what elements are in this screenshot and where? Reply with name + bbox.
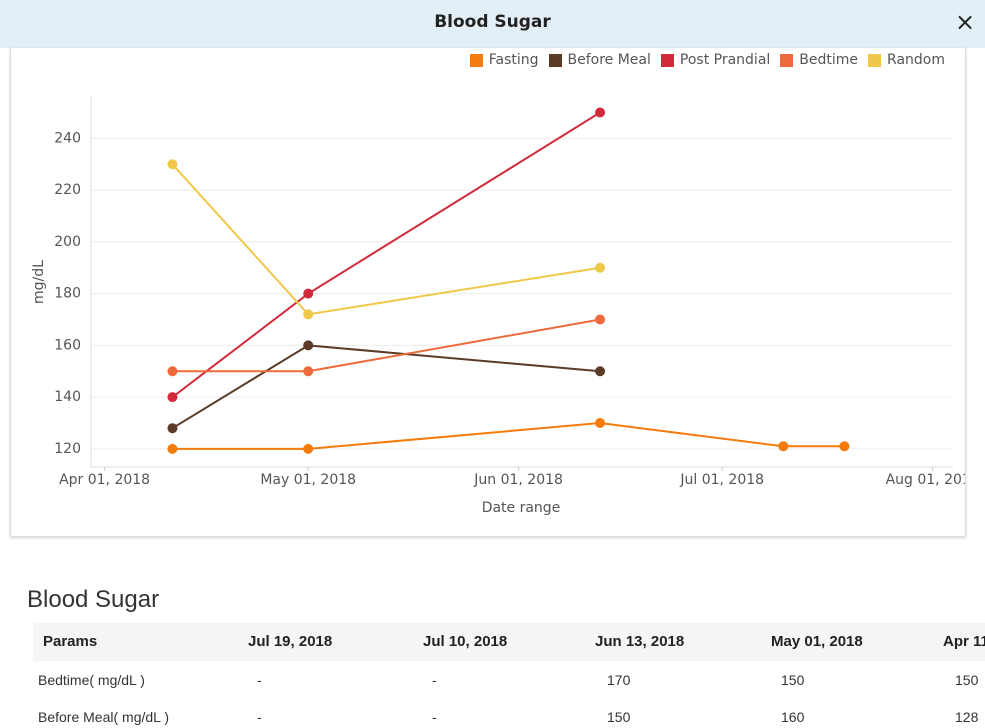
data-point [303,288,314,299]
data-point [303,309,314,320]
legend: Fasting Before Meal Post Prandial Bedtime Ra… [469,52,945,68]
chart-panel: Date range mg/dL 120 140 160 180 200 220 240 Ap… [10,48,966,537]
y-tick-label: 180 [54,286,81,302]
x-tick-label: Apr 01, 2018 [59,472,150,488]
table-cell: 150 [955,672,979,688]
modal-title: Blood Sugar [434,12,551,32]
header-cell: Jul 19, 2018 [248,633,333,650]
data-point [167,392,178,403]
modal-header: Blood Sugar × [0,0,985,48]
y-tick-label: 120 [54,441,81,457]
data-point [595,366,606,377]
x-tick-label: May 01, 2018 [260,472,356,488]
table-cell: - [257,709,262,725]
legend-swatch [660,53,674,67]
chart: Date range mg/dL 120 140 160 180 200 220 240 Ap… [31,97,966,516]
data-point [303,443,314,454]
legend-item: Before Meal [548,52,651,68]
legend-swatch [469,53,483,67]
data-point [167,443,178,454]
y-tick-label: 220 [54,182,81,198]
table-cell: - [257,672,262,688]
data-point [303,366,314,377]
x-tick-label: Aug 01, 2018 [886,472,966,488]
series-line [171,111,601,398]
y-tick-label: 240 [54,130,81,146]
x-axis-label: Date range [482,500,561,516]
legend-label: Random [887,52,945,68]
data-point [167,423,178,434]
series-line [171,163,601,316]
table-cell: 150 [607,709,631,725]
y-tick-label: 200 [54,234,81,250]
x-tick-label: Jun 01, 2018 [473,472,563,488]
data-point [167,159,178,170]
section-title: Blood Sugar [27,586,160,613]
data-point [595,418,606,429]
legend-label: Bedtime [799,52,859,68]
header-cell: Params [43,633,98,650]
data-point [595,314,606,325]
header-cell: Jun 13, 2018 [595,633,685,650]
legend-item: Random [868,52,945,68]
legend-swatch [868,53,882,67]
header-cell: Apr 11, 2018 [943,633,985,650]
legend-label: Post Prandial [679,52,771,68]
data-point [839,441,850,452]
y-axis-label: mg/dL [31,260,47,304]
data-point [167,366,178,377]
series-line [172,422,845,450]
legend-label: Before Meal [567,52,651,68]
table-row: Before Meal( mg/dL ) - - 150 160 128 [33,698,985,728]
y-tick-label: 140 [54,389,81,405]
legend-swatch [780,53,794,67]
legend-item: Post Prandial [660,52,771,68]
legend-item: Fasting [469,52,539,68]
table-cell: 170 [607,672,631,688]
x-tick-label: Jul 01, 2018 [679,472,764,488]
table-cell: - [432,672,437,688]
table-cell: 160 [781,709,805,725]
legend-swatch [548,53,562,67]
table-header-row: Params Jul 19, 2018 Jul 10, 2018 Jun 13, 20… [33,623,985,661]
header-cell: Jul 10, 2018 [423,633,508,650]
y-tick-label: 160 [54,337,81,353]
table-cell: 150 [781,672,805,688]
close-button[interactable]: × [955,8,976,36]
data-table: Params Jul 19, 2018 Jul 10, 2018 Jun 13, 20… [33,623,985,728]
table-cell: - [432,709,437,725]
table-row: Bedtime( mg/dL ) - - 170 150 150 [33,661,985,698]
data-point [595,107,606,118]
data-point [778,441,789,452]
data-point [303,340,314,351]
header-cell: May 01, 2018 [771,633,863,650]
legend-item: Bedtime [780,52,858,68]
legend-label: Fasting [488,52,539,68]
data-point [595,262,606,273]
table-cell: Before Meal( mg/dL ) [38,709,169,725]
table-cell: Bedtime( mg/dL ) [38,672,145,688]
table-cell: 128 [955,709,979,725]
